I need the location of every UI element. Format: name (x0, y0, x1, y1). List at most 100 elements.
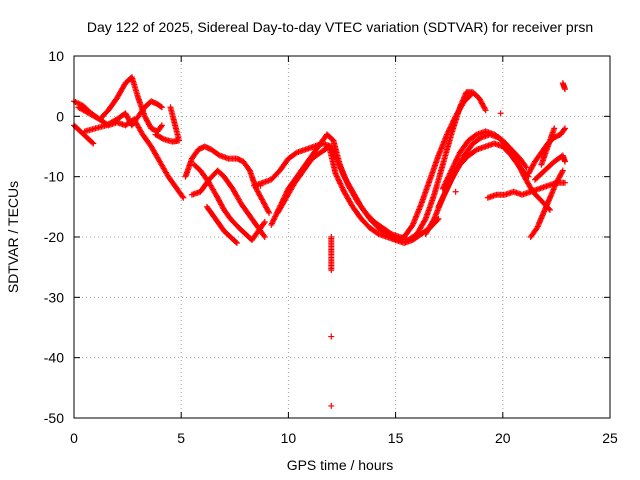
data-point-trail (533, 171, 544, 182)
data-point-trail (131, 117, 145, 137)
data-point-trail (466, 147, 479, 158)
x-tick-label: 10 (281, 430, 297, 446)
data-point (551, 125, 558, 132)
data-point-trail (239, 202, 252, 218)
data-point-trail (431, 163, 446, 197)
data-point-trail (380, 225, 394, 237)
data-point-trail (228, 235, 239, 246)
data-point-trail (312, 141, 323, 155)
data-point-trail (203, 144, 213, 152)
data-point-trail (337, 163, 351, 188)
y-tick-label: -20 (44, 229, 64, 245)
series-arc-5 (152, 104, 183, 145)
data-point-trail (466, 132, 479, 143)
data-point-trail (310, 150, 323, 161)
series-arc-4 (75, 104, 187, 201)
series-arc-15 (439, 128, 530, 192)
data-point-trail (182, 156, 195, 179)
data-point-trail (453, 153, 467, 173)
data-point-trail (260, 199, 272, 215)
data-point-trail (545, 126, 557, 149)
data-point-trail (284, 181, 298, 200)
y-tick-label: -10 (44, 169, 64, 185)
data-point-trail (221, 174, 235, 191)
data-point-trail (410, 231, 424, 243)
data-point-trail (440, 169, 454, 191)
data-point-trail (269, 168, 282, 182)
data-point (328, 402, 335, 409)
data-points (71, 74, 568, 409)
data-point-trail (333, 172, 347, 194)
data-point (546, 206, 553, 213)
data-point-trail (545, 159, 557, 170)
data-point (261, 234, 268, 240)
series-arc-8 (191, 161, 268, 244)
data-point (435, 203, 442, 210)
data-point-trail (206, 181, 220, 200)
data-point-trail (256, 220, 267, 233)
data-point (257, 182, 264, 189)
data-point-trail (547, 181, 559, 200)
data-point-trail (153, 132, 166, 142)
y-tick-label: -40 (44, 350, 64, 366)
data-point-trail (215, 168, 227, 179)
data-point-trail (492, 132, 505, 143)
data-point (523, 164, 530, 171)
series-arc-9 (203, 203, 240, 247)
data-point (559, 167, 566, 174)
data-point-trail (436, 187, 450, 209)
data-point (233, 240, 240, 247)
data-point-trail (84, 135, 96, 146)
chart-title: Day 122 of 2025, Sidereal Day-to-day VTE… (87, 19, 593, 35)
data-point (328, 333, 335, 340)
data-point (444, 131, 451, 138)
data-point-trail (155, 123, 165, 134)
data-point-trail (241, 159, 252, 173)
data-point-trail (470, 90, 482, 101)
data-point (261, 218, 268, 225)
data-point-trail (427, 153, 441, 182)
data-point-trail (325, 132, 336, 143)
data-point-trail (277, 156, 291, 173)
data-point-trail (538, 144, 551, 167)
data-point-trail (326, 145, 339, 176)
data-point-trail (476, 96, 488, 112)
data-point (561, 179, 568, 186)
data-point-trail (222, 228, 233, 239)
x-tick-label: 25 (602, 430, 618, 446)
series-arc-20 (538, 125, 558, 168)
data-point-trail (72, 123, 83, 134)
data-point-trail (198, 168, 212, 185)
data-point-trail (129, 75, 141, 100)
data-point-trail (462, 93, 473, 104)
data-point-trail (174, 187, 186, 200)
data-point-trail (372, 219, 385, 231)
data-point-trail (140, 132, 154, 149)
y-tick-label: 0 (56, 108, 64, 124)
data-point (158, 122, 165, 129)
data-point-trail (350, 205, 364, 221)
x-tick-label: 20 (495, 430, 511, 446)
data-point-trail (406, 231, 419, 243)
data-point-trail (462, 141, 475, 158)
data-point-trail (359, 217, 372, 230)
data-point-trail (532, 150, 544, 164)
data-point-trail (155, 102, 164, 110)
data-point-trail (418, 178, 433, 206)
data-point-trail (423, 193, 437, 221)
data-point (561, 125, 568, 132)
data-point-trail (253, 187, 265, 203)
x-axis-label: GPS time / hours (287, 457, 394, 473)
data-point (332, 170, 339, 177)
data-point-trail (423, 217, 437, 236)
series-arc-18 (531, 152, 568, 183)
data-point-trail (157, 159, 171, 179)
data-point (561, 158, 568, 165)
x-tick-label: 15 (388, 430, 404, 446)
data-point-trail (166, 174, 180, 191)
data-point-trail (453, 99, 467, 118)
data-point-trail (301, 156, 315, 173)
data-point-trail (213, 217, 227, 233)
